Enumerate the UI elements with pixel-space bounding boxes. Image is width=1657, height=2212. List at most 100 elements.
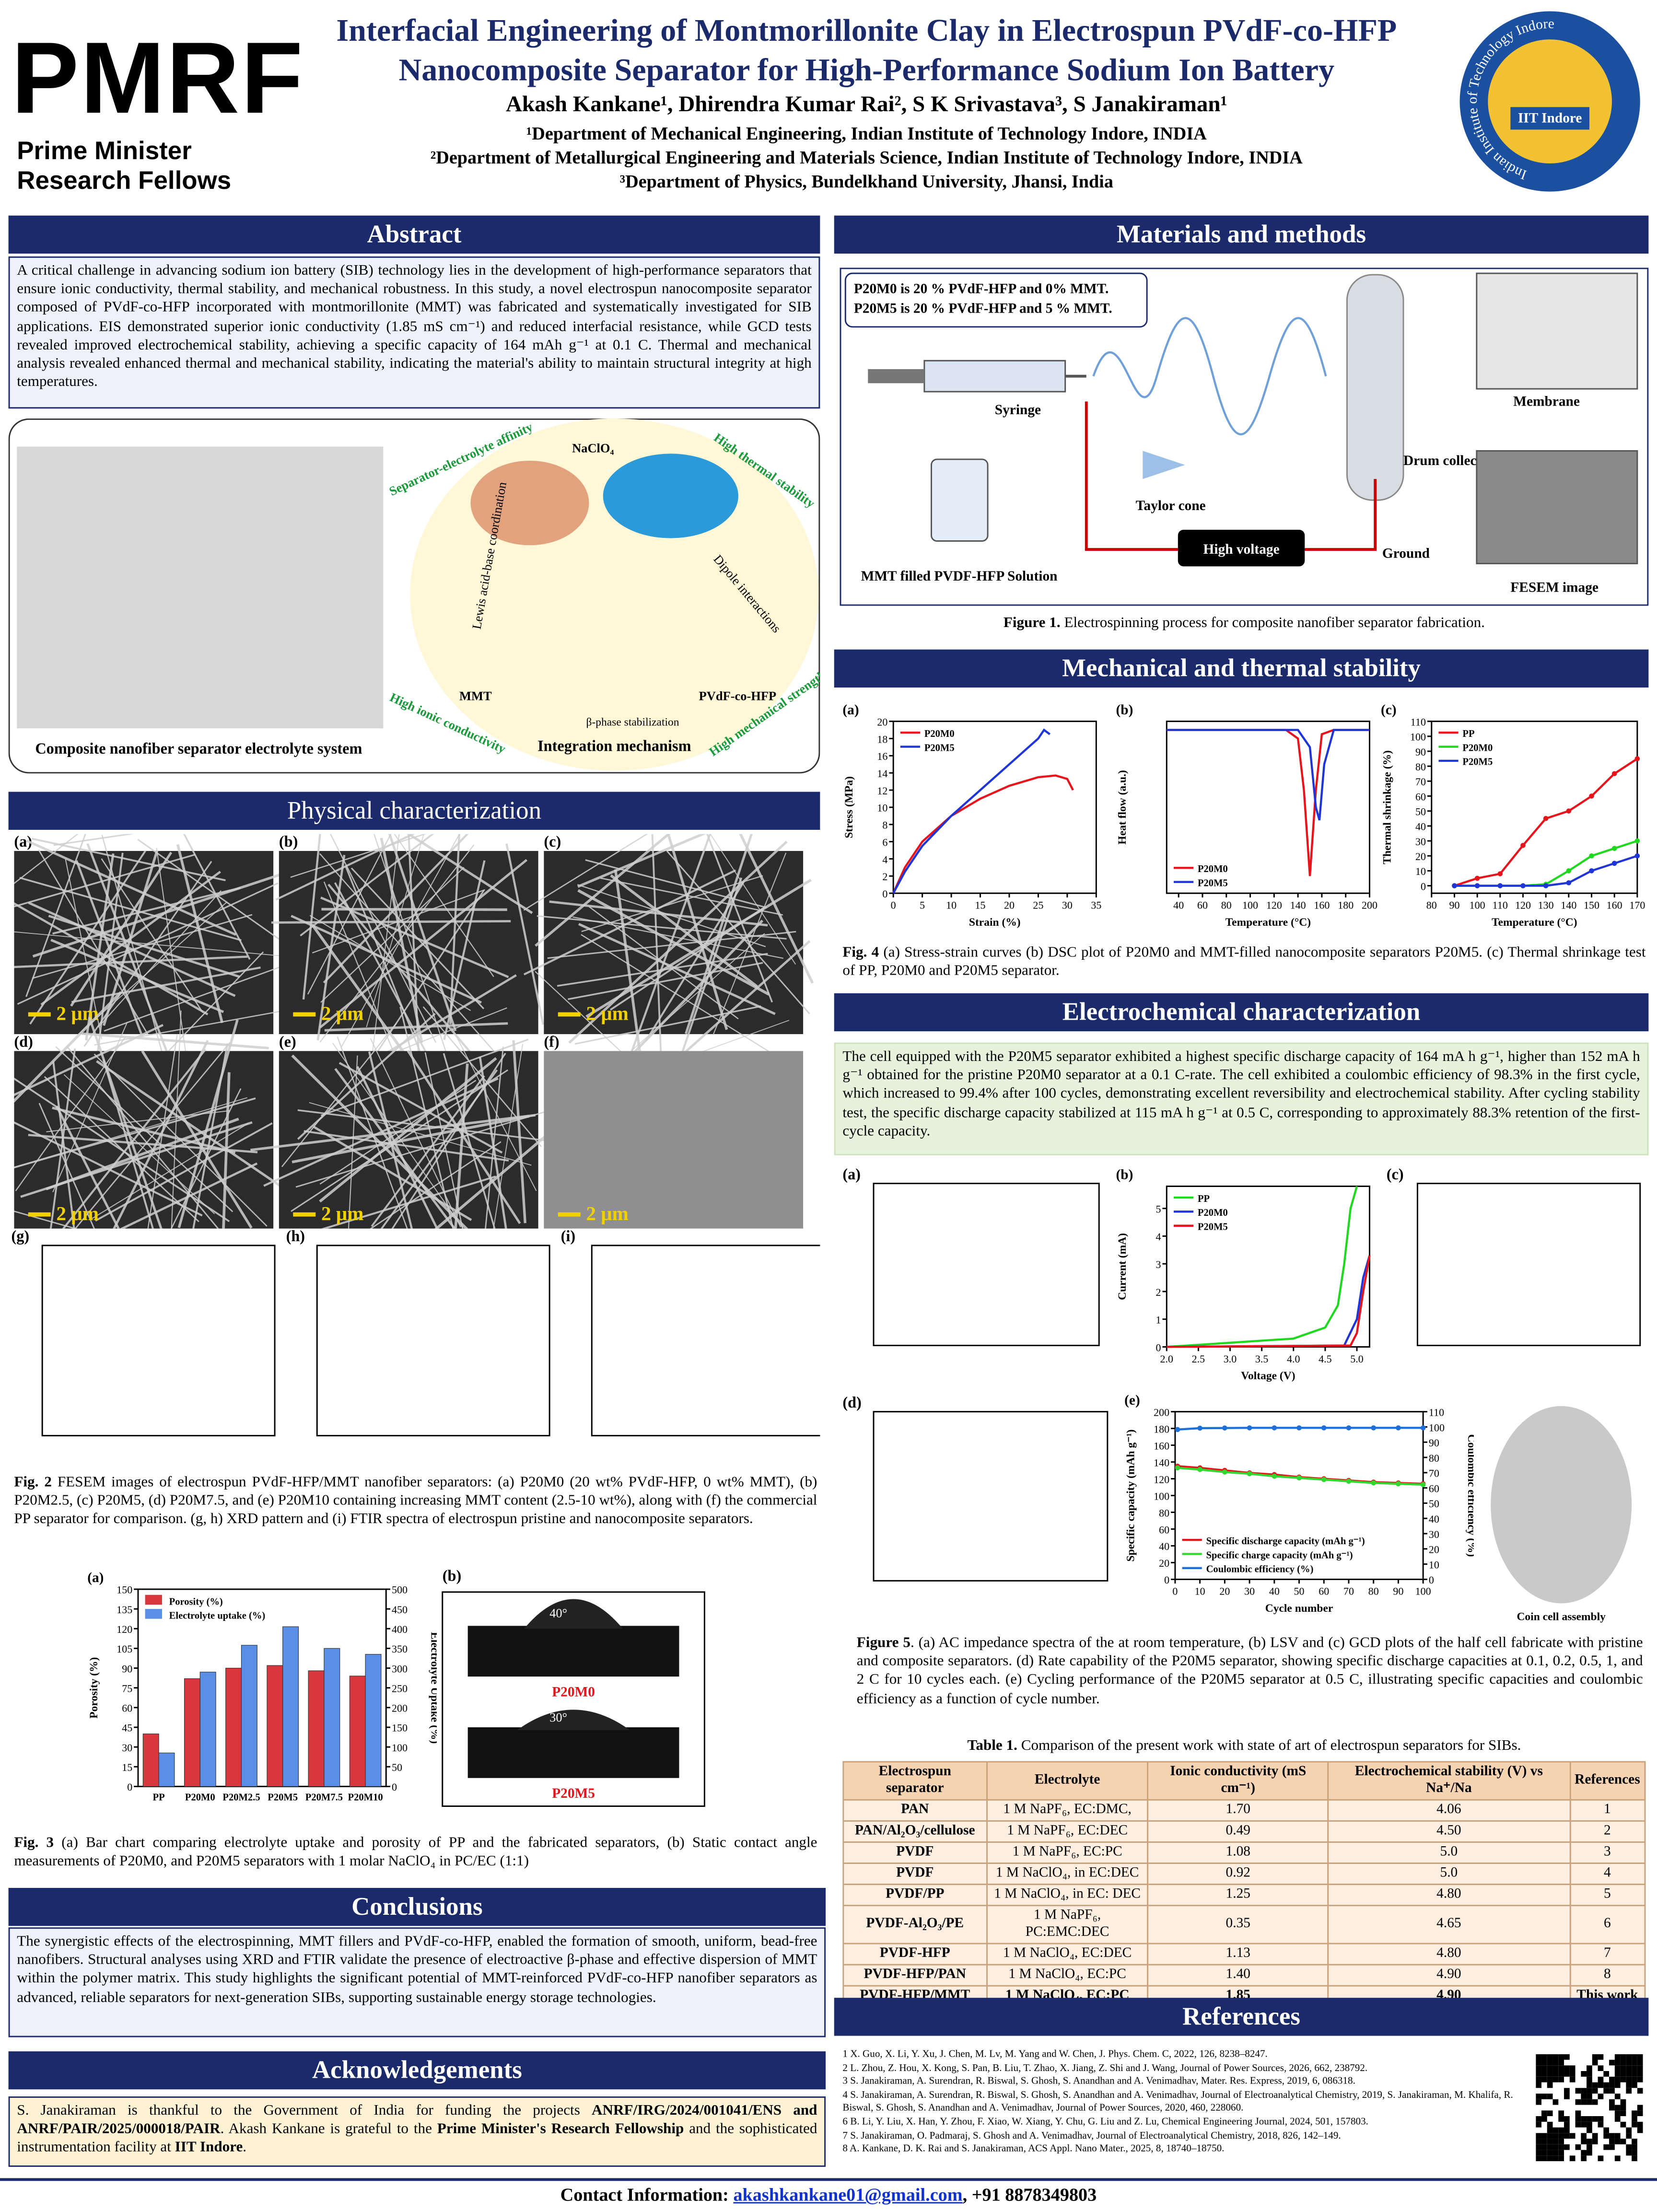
fesem-image <box>1476 450 1638 564</box>
droplet <box>524 1599 623 1629</box>
qr-cell <box>1609 2082 1615 2088</box>
caption-label: Figure 1. <box>1003 616 1061 631</box>
logo-sub: Prime Minister Research Fellows <box>17 137 231 196</box>
qr-cell <box>1632 2054 1637 2060</box>
qr-cell <box>1552 2127 1559 2133</box>
table-cell: 1.08 <box>1147 1841 1329 1864</box>
qr-cell <box>1581 2139 1587 2144</box>
qr-code <box>1536 2054 1643 2162</box>
spectra-panels: (g) (h) (i) <box>12 1229 820 1437</box>
fiber <box>505 843 545 1025</box>
qr-cell <box>1637 2065 1643 2072</box>
fiber <box>535 834 679 947</box>
fiber <box>88 1016 172 1229</box>
qr-cell <box>1587 2082 1592 2088</box>
logo-sub-line: Research Fellows <box>17 166 232 195</box>
qr-cell <box>1536 2139 1542 2144</box>
caption-text: FESEM images of electrospun PVdF-HFP/MMT… <box>14 1475 817 1528</box>
fiber <box>28 901 236 997</box>
legend-label: P20M5 <box>1462 757 1493 768</box>
section-heading: Abstract <box>8 215 820 254</box>
y-tick-label: 160 <box>1154 1440 1169 1452</box>
fiber <box>347 1055 358 1229</box>
fiber <box>323 881 394 1052</box>
qr-cell <box>1637 2105 1643 2111</box>
qr-cell <box>1536 2150 1542 2156</box>
qr-cell <box>1626 2127 1632 2133</box>
y-axis-label: Heat flow (a.u.) <box>1116 770 1129 844</box>
y-tick-label: 150 <box>117 1584 132 1596</box>
qr-cell <box>1632 2076 1637 2083</box>
fiber <box>263 1077 499 1187</box>
legend-label: Porosity (%) <box>169 1596 223 1607</box>
table-cell: 4.65 <box>1327 1905 1571 1944</box>
table-header: Electrospun separator Electrolyte Ionic co… <box>842 1761 1646 1801</box>
qr-cell <box>1547 2150 1553 2156</box>
qr-cell <box>1592 2133 1598 2139</box>
qr-cell <box>1547 2065 1553 2072</box>
qr-cell <box>1620 2099 1626 2105</box>
y-tick-label: 120 <box>117 1623 132 1635</box>
y-tick-label: 2 <box>882 871 887 883</box>
qr-cell <box>1637 2121 1643 2128</box>
bar <box>158 1752 175 1787</box>
x-tick-label: 90 <box>1393 1585 1403 1597</box>
y-tick-label: 60 <box>1159 1524 1169 1536</box>
qr-cell <box>1598 2116 1604 2122</box>
y-tick-label: 20 <box>1415 850 1426 862</box>
x-tick-label: 35 <box>1091 899 1101 911</box>
contact-label: Contact Information: <box>560 2184 729 2205</box>
x-tick-label: 30 <box>1244 1585 1255 1597</box>
qr-cell <box>1547 2071 1553 2077</box>
x-tick-label: 120 <box>1266 899 1282 911</box>
table-cell: 5.0 <box>1327 1863 1571 1886</box>
x-tick-label: 80 <box>1221 899 1232 911</box>
fiber <box>95 1122 273 1222</box>
table-cell: 4.50 <box>1327 1820 1571 1843</box>
qr-cell <box>1564 2121 1570 2128</box>
qr-cell <box>1626 2144 1632 2150</box>
x-tick-label: 3.5 <box>1255 1353 1269 1365</box>
y-tick-label: 75 <box>122 1682 132 1694</box>
qr-cell <box>1536 2094 1542 2099</box>
legend-label: P20M0 <box>1198 1208 1228 1218</box>
table-row: PVDF-HFP/PAN 1 M NaClO₄, EC:PC 1.40 4.90 8 <box>842 1964 1646 1987</box>
qr-cell <box>1587 2099 1592 2105</box>
y-tick-label: 15 <box>122 1761 132 1773</box>
y-tick-label: 70 <box>1415 776 1426 788</box>
fiber <box>407 1129 554 1229</box>
qr-cell <box>1552 2155 1559 2162</box>
fiber <box>705 834 773 1003</box>
qr-cell <box>1547 2127 1553 2133</box>
y2-tick-label: 80 <box>1429 1452 1439 1464</box>
table-cell: 0.49 <box>1147 1820 1329 1843</box>
qr-cell <box>1552 2144 1559 2150</box>
fiber <box>52 1022 128 1193</box>
reference-list: 1 X. Guo, X. Li, Y. Xu, J. Chen, M. Lv, … <box>842 2049 1519 2157</box>
figure-caption: Figure 1. Electrospinning process for co… <box>840 614 1649 633</box>
qr-cell <box>1569 2071 1575 2077</box>
ion <box>603 454 738 538</box>
plot-frame <box>1166 1185 1370 1348</box>
table-cell: 1.70 <box>1147 1799 1329 1822</box>
y-tick-label: 6 <box>882 836 887 848</box>
panel-label: (h) <box>286 1229 305 1245</box>
fiber <box>650 834 662 1057</box>
panel-label: (e) <box>279 1033 296 1050</box>
reference: 2 L. Zhou, Z. Hou, X. Kong, S. Pan, B. L… <box>842 2062 1368 2073</box>
fiber <box>291 1069 509 1212</box>
line <box>1167 729 1370 821</box>
panel-label: (d) <box>14 1033 33 1050</box>
table-cell: PAN <box>842 1799 988 1822</box>
x-tick-label: 90 <box>1449 899 1459 911</box>
fiber <box>377 834 533 914</box>
qr-cell <box>1620 2110 1626 2117</box>
fiber <box>290 834 465 878</box>
fiber <box>320 867 465 1003</box>
qr-cell <box>1536 2082 1542 2088</box>
email[interactable]: akashkankane01@gmail.com <box>733 2184 963 2205</box>
x-tick-label: 2.0 <box>1160 1353 1174 1365</box>
fiber <box>320 896 509 978</box>
fiber <box>568 840 788 1044</box>
qr-cell <box>1626 2082 1632 2088</box>
